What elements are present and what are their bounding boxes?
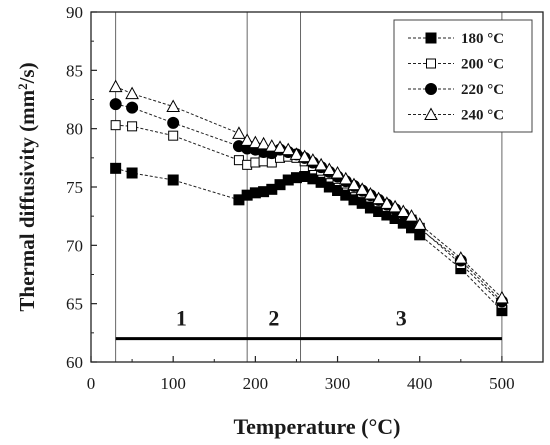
data-point <box>110 120 121 131</box>
region-label: 1 <box>176 306 187 331</box>
legend-marker <box>425 32 437 44</box>
data-point <box>404 209 419 222</box>
legend-box <box>393 19 533 133</box>
region-label: 3 <box>396 306 407 331</box>
data-point <box>347 177 361 191</box>
data-point <box>109 98 122 111</box>
data-point <box>297 149 312 163</box>
data-point <box>167 174 179 186</box>
data-point <box>250 157 261 168</box>
x-tick-label: 400 <box>407 374 433 393</box>
data-point <box>371 191 386 205</box>
data-point <box>322 162 337 175</box>
data-point <box>338 171 353 185</box>
data-point <box>256 136 271 150</box>
data-point <box>242 159 253 170</box>
data-point <box>412 217 427 230</box>
data-point <box>258 156 269 167</box>
legend-label: 180 °C <box>461 31 504 47</box>
y-axis-title-main: Thermal diffusivity (mm <box>15 89 39 311</box>
data-point <box>273 140 287 153</box>
x-tick-label: 0 <box>87 374 96 393</box>
data-point <box>314 157 328 171</box>
y-axis-title-tail: /s) <box>15 62 39 84</box>
axis-ticks: 0 100 200 300 400 500 60 65 70 75 80 85 90 <box>66 3 515 393</box>
legend-marker <box>425 83 437 95</box>
legend-label: 220 °C <box>461 82 504 98</box>
data-point <box>166 99 181 112</box>
series-200c <box>110 120 507 309</box>
x-tick-label: 100 <box>160 374 186 393</box>
data-point <box>240 133 254 146</box>
data-point <box>232 126 246 139</box>
y-tick-label: 85 <box>66 61 83 80</box>
y-axis-title-superscript: 2 <box>15 83 30 90</box>
data-point <box>281 142 296 156</box>
data-point <box>396 204 411 217</box>
data-point <box>363 186 378 200</box>
data-point <box>108 79 123 93</box>
x-tick-label: 200 <box>243 374 269 393</box>
y-tick-label: 60 <box>66 353 83 372</box>
legend-label: 200 °C <box>461 57 504 73</box>
series-line <box>115 124 503 305</box>
x-tick-label: 300 <box>325 374 351 393</box>
data-point <box>289 147 304 160</box>
y-axis-title: Thermal diffusivity (mm2/s) <box>15 62 40 311</box>
region-label: 2 <box>268 306 279 331</box>
data-point <box>306 153 320 166</box>
data-point <box>167 116 180 129</box>
series-240c <box>108 79 509 304</box>
data-point <box>330 165 345 179</box>
data-point <box>264 139 279 152</box>
region-layer: 1 2 3 <box>115 306 502 341</box>
data-point <box>495 290 509 304</box>
data-point <box>380 196 394 209</box>
y-tick-label: 75 <box>66 178 83 197</box>
series-180c <box>110 162 508 317</box>
legend-label: 240 °C <box>461 108 504 124</box>
series-layer <box>108 79 509 317</box>
data-point <box>453 251 468 264</box>
data-point <box>127 121 138 132</box>
data-point <box>388 199 402 213</box>
y-tick-label: 70 <box>66 236 83 255</box>
series-line <box>115 167 503 312</box>
y-tick-label: 90 <box>66 3 83 22</box>
legend: 180 °C 200 °C 220 °C 240 °C <box>393 19 533 133</box>
data-point <box>126 101 139 114</box>
data-point <box>168 130 179 141</box>
x-axis-title: Temperature (°C) <box>233 414 400 439</box>
data-point <box>355 182 370 195</box>
x-tick-label: 500 <box>489 374 515 393</box>
data-point <box>248 135 263 149</box>
data-point <box>266 157 277 168</box>
legend-marker <box>426 58 436 69</box>
data-point <box>233 155 244 166</box>
data-point <box>126 167 138 179</box>
data-point <box>125 86 139 100</box>
y-tick-label: 80 <box>66 120 83 139</box>
y-tick-label: 65 <box>66 295 83 314</box>
legend-marker <box>424 107 438 120</box>
data-point <box>110 162 122 174</box>
